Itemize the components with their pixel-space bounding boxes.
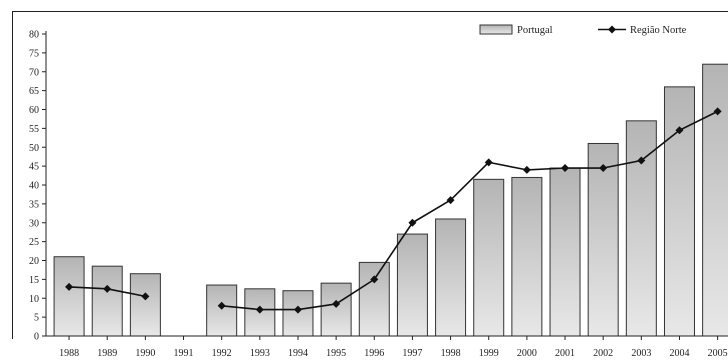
point-regiao-norte-1997 (408, 218, 417, 227)
point-regiao-norte-2003 (637, 156, 646, 165)
y-tick-label: 0 (34, 332, 39, 343)
point-regiao-norte-2005 (713, 107, 722, 116)
y-tick-label: 5 (34, 313, 39, 324)
legend-swatch-portugal (479, 24, 513, 35)
point-regiao-norte-1994 (293, 305, 302, 314)
point-regiao-norte-1990 (141, 292, 150, 301)
y-tick-label: 30 (29, 218, 39, 229)
point-regiao-norte-1995 (332, 299, 341, 308)
bar-series (53, 63, 728, 337)
bar-portugal-2002 (587, 142, 619, 337)
bar-portugal-2000 (511, 176, 543, 337)
x-tick-label: 1997 (402, 348, 422, 359)
y-axis: 0 5 10 15 20 25 30 35 40 45 50 55 60 65 70 75 80 (29, 30, 47, 343)
x-tick-label: 1998 (441, 348, 461, 359)
x-tick-label: 1996 (364, 348, 384, 359)
bar-portugal-1992 (206, 284, 238, 337)
point-regiao-norte-1996 (370, 275, 379, 284)
bar-portugal-1999 (473, 178, 505, 337)
point-regiao-norte-1988 (65, 282, 74, 291)
point-regiao-norte-1993 (255, 305, 264, 314)
point-regiao-norte-2001 (561, 164, 570, 173)
y-tick-label: 35 (29, 199, 39, 210)
y-tick-label: 65 (29, 86, 39, 97)
bar-portugal-1995 (320, 282, 352, 337)
legend: Portugal Região Norte (479, 24, 687, 36)
x-tick-label: 2003 (631, 348, 651, 359)
x-tick-label: 1995 (326, 348, 346, 359)
line-series (65, 107, 722, 314)
y-tick-label: 80 (29, 30, 39, 41)
y-tick-label: 75 (29, 48, 39, 59)
point-regiao-norte-2002 (599, 164, 608, 173)
y-tick-label: 50 (29, 143, 39, 154)
x-axis: 1988 1989 1990 1991 1992 1993 1994 1995 1996 1997… (46, 335, 728, 359)
point-regiao-norte-1992 (217, 301, 226, 310)
bar-portugal-1996 (358, 261, 390, 337)
x-tick-label: 2005 (708, 348, 728, 359)
point-regiao-norte-2004 (675, 126, 684, 135)
x-tick-label: 1993 (250, 348, 270, 359)
point-regiao-norte-1998 (446, 196, 455, 205)
x-tick-label: 2004 (669, 348, 689, 359)
x-tick-label: 1989 (97, 348, 117, 359)
x-tick-label: 1999 (479, 348, 499, 359)
y-tick-label: 25 (29, 237, 39, 248)
bar-portugal-1989 (91, 265, 123, 337)
x-tick-label: 1990 (135, 348, 155, 359)
bar-portugal-2001 (549, 167, 581, 337)
y-tick-label: 70 (29, 67, 39, 78)
x-tick-label: 1988 (59, 348, 79, 359)
bar-portugal-1997 (396, 233, 428, 337)
point-regiao-norte-2000 (522, 165, 531, 174)
bar-portugal-1990 (129, 273, 161, 337)
x-tick-label: 1992 (212, 348, 232, 359)
legend-label-regiao-norte: Região Norte (630, 25, 687, 36)
y-tick-label: 15 (29, 275, 39, 286)
x-tick-label: 2000 (517, 348, 537, 359)
y-tick-label: 10 (29, 294, 39, 305)
y-tick-label: 45 (29, 162, 39, 173)
y-tick-label: 60 (29, 105, 39, 116)
x-tick-label: 1994 (288, 348, 308, 359)
plot-frame (12, 11, 728, 339)
x-tick-label: 2001 (555, 348, 575, 359)
x-tick-label: 1991 (174, 348, 194, 359)
legend-label-portugal: Portugal (517, 25, 553, 36)
bar-portugal-1988 (53, 256, 85, 337)
y-tick-label: 40 (29, 181, 39, 192)
x-tick-label: 2002 (593, 348, 613, 359)
y-tick-label: 20 (29, 256, 39, 267)
line-segment (221, 110, 718, 311)
legend-marker-regiao-norte (608, 25, 616, 34)
y-tick-label: 55 (29, 124, 39, 135)
bar-portugal-2005 (702, 63, 728, 337)
point-regiao-norte-1989 (103, 284, 112, 293)
bar-portugal-1998 (435, 218, 467, 337)
point-regiao-norte-1999 (484, 158, 493, 167)
